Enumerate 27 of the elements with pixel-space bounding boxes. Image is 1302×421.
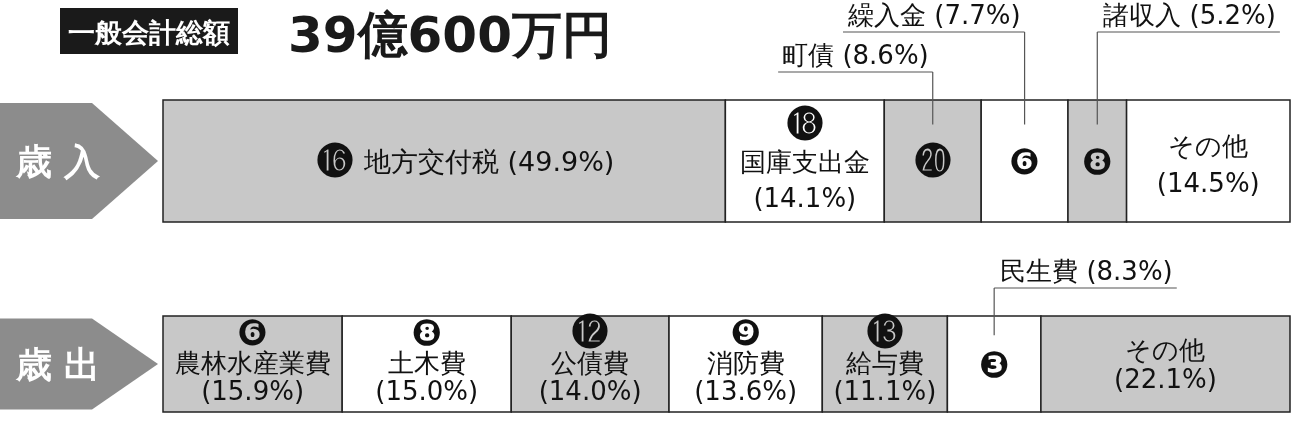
data-label: (11.1%) [833, 376, 937, 407]
data-label: (15.9%) [201, 376, 305, 407]
series-label: その他 [1168, 130, 1249, 161]
text: 町債 (8.6%) [782, 40, 929, 70]
annotation: ⓰ [316, 141, 353, 182]
chart-title: 一般会計総額 [68, 17, 230, 48]
data-label: (14.5%) [1156, 167, 1260, 198]
annotation: ❸ [978, 344, 1010, 385]
text: 繰入金 (7.7%) [847, 0, 1021, 30]
text: 地方交付税 (49.9%) [363, 146, 615, 177]
data-label: (14.1%) [753, 183, 857, 214]
data-label: (13.6%) [694, 376, 798, 407]
text: 諸収入 (5.2%) [1103, 0, 1276, 30]
annotation: ❽ [1082, 141, 1113, 182]
annotation: ❻ [1009, 141, 1040, 182]
series-label: 土木費 [387, 347, 466, 378]
annotation: ⓴ [914, 141, 951, 182]
series-label: 国庫支出金 [739, 146, 870, 177]
data-label: (22.1%) [1114, 364, 1217, 394]
text: 民生費 (8.3%) [1000, 256, 1173, 286]
data-label: (15.0%) [375, 376, 479, 407]
data-label: (14.0%) [538, 376, 642, 407]
series-label: その他 [1125, 335, 1206, 366]
chart-subtitle: 39億600万円 [288, 6, 612, 64]
y-tick-label: 歳 入 [14, 141, 102, 182]
annotation: ⓲ [786, 103, 823, 145]
y-tick-label: 歳 出 [14, 344, 101, 385]
